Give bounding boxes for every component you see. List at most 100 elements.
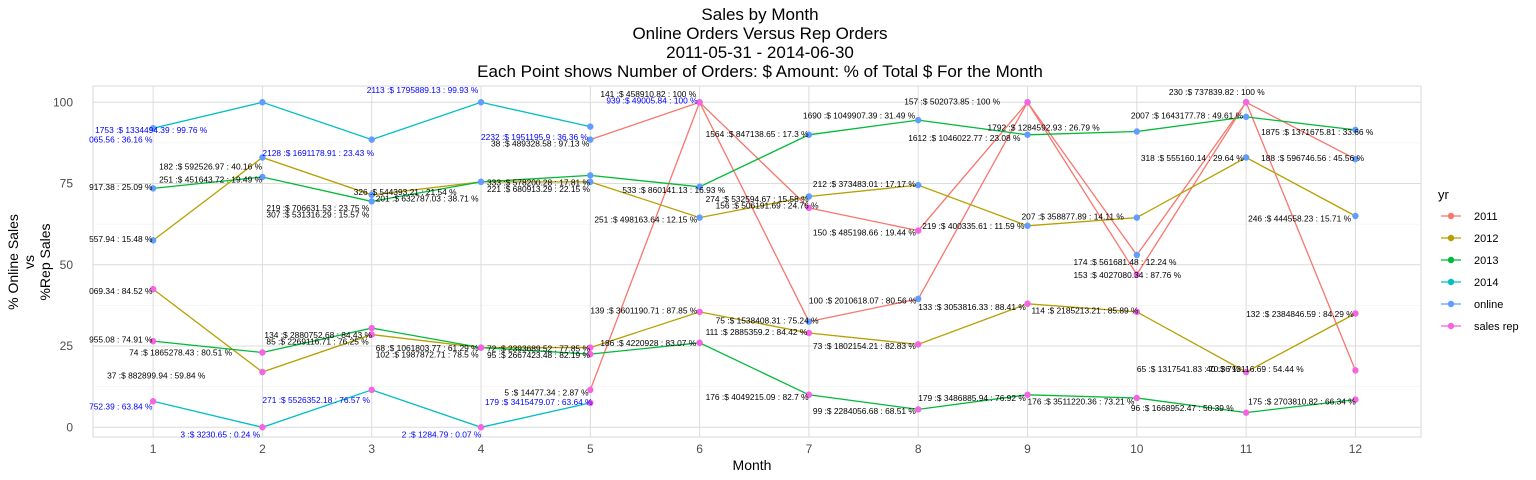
- point-online: [915, 295, 922, 303]
- point-sales-rep: [587, 386, 594, 394]
- point-online: [587, 136, 594, 143]
- legend-label: 2013: [1474, 255, 1498, 267]
- point-label: 752.39 : 63.84 %: [89, 402, 153, 412]
- point-label: 156 :$ 506191.69 : 24.76 %: [716, 200, 819, 210]
- legend-key-point: [1447, 212, 1455, 220]
- point-label: 182 :$ 592526.97 : 40.16 %: [159, 161, 262, 171]
- point-sales-rep: [696, 308, 703, 316]
- point-label: 95 :$ 2667423.48 : 82.19 %: [487, 350, 590, 360]
- plot-panel-border: [92, 85, 1422, 438]
- point-online: [1242, 113, 1250, 121]
- y-axis-title-line-1: % Online Sales: [5, 214, 21, 310]
- point-sales-rep: [915, 227, 922, 234]
- point-label: 1753 :$ 1334494.39 : 99.76 %: [95, 125, 208, 135]
- point-label: 201 :$ 632787.03 : 38.71 %: [376, 194, 479, 204]
- legend-label: 2011: [1474, 211, 1498, 223]
- point-sales-rep: [1133, 271, 1141, 278]
- point-sales-rep: [1352, 396, 1359, 403]
- point-label: 221 :$ 680913.29 : 22.15 %: [487, 184, 590, 194]
- point-online: [1242, 154, 1250, 161]
- point-sales-rep: [477, 424, 485, 431]
- point-sales-rep: [259, 424, 266, 431]
- point-online: [696, 214, 703, 221]
- y-axis-title-line-2: vs: [21, 255, 37, 269]
- legend-label: sales rep: [1474, 321, 1519, 333]
- point-label: 326 :$ 544393.21 : 21.54 %: [354, 187, 457, 197]
- point-online: [1352, 155, 1359, 163]
- point-label: 2007 :$ 1643177.78 : 49.61 %: [1131, 111, 1244, 121]
- series-line-2012: [152, 288, 1356, 373]
- point-online: [587, 178, 594, 186]
- point-sales-rep: [587, 350, 594, 358]
- x-tick-label: 12: [1349, 442, 1363, 456]
- series-points: [149, 99, 1359, 431]
- y-axis-title-line-3: %Rep Sales: [37, 223, 53, 300]
- point-sales-rep: [915, 406, 922, 413]
- point-labels: 1753 :$ 1334494.39 : 99.76 %065.56 : 36.…: [89, 85, 1374, 439]
- legend-item: 2014: [1441, 277, 1498, 289]
- legend: yr 2011 2012 2013 2014 online sales rep: [1438, 187, 1519, 333]
- point-label: 069.34 : 84.52 %: [89, 286, 153, 296]
- point-sales-rep: [805, 391, 813, 398]
- point-label: 150 :$ 485198.66 : 19.44 %: [813, 227, 916, 237]
- point-label: 100 :$ 2010618.07 : 80.56 %: [809, 296, 917, 306]
- plot-panel: [92, 85, 1422, 438]
- point-label: 99 :$ 2284056.68 : 68.51 %: [813, 406, 916, 416]
- point-online: [696, 183, 703, 190]
- point-online: [149, 125, 157, 132]
- point-online: [149, 237, 157, 244]
- point-label: 74 :$ 1865278.43 : 80.51 %: [129, 348, 232, 358]
- point-label: 179 :$ 3486885.94 : 76.92 %: [918, 393, 1026, 403]
- point-online: [1024, 222, 1031, 229]
- point-label: 179 :$ 3415479.07 : 63.64 %: [485, 397, 593, 407]
- point-label: 174 :$ 561681.48 : 12.24 %: [1074, 257, 1177, 267]
- point-online: [368, 191, 375, 199]
- point-online: [259, 99, 266, 106]
- point-label: 72 :$ 2393689.52 : 77.85 %: [487, 343, 590, 353]
- point-label: 1564 :$ 847138.65 : 17.3 %: [706, 129, 809, 139]
- point-online: [587, 123, 594, 130]
- point-sales-rep: [368, 386, 375, 394]
- point-sales-rep: [1242, 368, 1250, 376]
- series-line-2013: [153, 327, 1356, 414]
- point-sales-rep: [1242, 99, 1250, 106]
- point-label: 68 :$ 1061803.77 : 61.29 %: [376, 343, 479, 353]
- legend-label: 2014: [1474, 277, 1498, 289]
- point-label: 230 :$ 737839.82 : 100 %: [1169, 87, 1265, 97]
- x-tick-label: 9: [1024, 442, 1031, 456]
- point-label: 65 :$ 1317541.83 : 70.36 %: [1137, 364, 1240, 374]
- series-lines: [152, 100, 1357, 428]
- x-tick-label: 8: [915, 442, 922, 456]
- x-tick-label: 11: [1240, 442, 1253, 456]
- legend-key-point: [1447, 256, 1455, 264]
- point-online: [1352, 212, 1359, 220]
- point-label: 73 :$ 1802154.21 : 82.83 %: [813, 341, 916, 351]
- point-sales-rep: [696, 339, 703, 346]
- series-line-2012: [152, 156, 1356, 241]
- point-online: [149, 185, 157, 192]
- point-online: [477, 178, 485, 186]
- point-online: [259, 154, 266, 161]
- y-tick-label: 25: [60, 339, 74, 353]
- legend-key-point: [1447, 234, 1455, 242]
- x-axis-ticks: 1 2 3 4 5 6 7 8 9 10 11 12: [150, 442, 1363, 456]
- point-online: [915, 116, 922, 124]
- legend-item: 2013: [1441, 255, 1498, 267]
- point-online: [805, 193, 813, 200]
- point-sales-rep: [368, 324, 375, 332]
- point-sales-rep: [259, 349, 266, 356]
- point-sales-rep: [805, 204, 813, 212]
- point-sales-rep: [1024, 300, 1031, 307]
- point-label: 207 :$ 358877.89 : 14.11 %: [1022, 211, 1125, 221]
- chart-title-line-4: Each Point shows Number of Orders: $ Amo…: [477, 62, 1043, 81]
- x-tick-label: 10: [1130, 442, 1144, 456]
- point-label: 188 :$ 596746.56 : 45.56 %: [1261, 153, 1364, 163]
- legend-key-point: [1447, 278, 1455, 286]
- x-tick-label: 5: [587, 442, 594, 456]
- point-label: 114 :$ 2185213.21 : 85.89 %: [1032, 306, 1140, 316]
- chart-title-line-1: Sales by Month: [701, 5, 818, 24]
- point-label: 318 :$ 555160.14 : 29.64 %: [1141, 153, 1244, 163]
- legend-item: online: [1441, 299, 1503, 311]
